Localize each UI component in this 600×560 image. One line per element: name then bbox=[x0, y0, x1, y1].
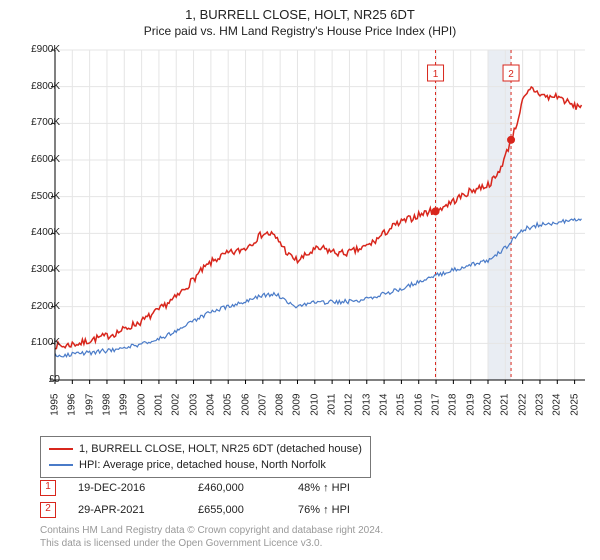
x-tick-label: 2021 bbox=[500, 394, 511, 430]
x-tick-label: 1998 bbox=[101, 394, 112, 430]
chart-subtitle: Price paid vs. HM Land Registry's House … bbox=[0, 24, 600, 40]
svg-text:2: 2 bbox=[508, 69, 514, 80]
marker-badge-1: 1 bbox=[40, 480, 56, 496]
x-tick-label: 2001 bbox=[153, 394, 164, 430]
chart-title: 1, BURRELL CLOSE, HOLT, NR25 6DT bbox=[0, 0, 600, 24]
x-tick-label: 2005 bbox=[223, 394, 234, 430]
legend-swatch-property bbox=[49, 448, 73, 450]
x-tick-label: 2009 bbox=[292, 394, 303, 430]
marker-row-2: 2 29-APR-2021 £655,000 76% ↑ HPI bbox=[40, 502, 560, 518]
x-tick-label: 2014 bbox=[379, 394, 390, 430]
x-tick-label: 2006 bbox=[240, 394, 251, 430]
marker-row-1: 1 19-DEC-2016 £460,000 48% ↑ HPI bbox=[40, 480, 560, 496]
x-tick-label: 2015 bbox=[396, 394, 407, 430]
marker-date-2: 29-APR-2021 bbox=[78, 504, 198, 516]
x-tick-label: 2004 bbox=[205, 394, 216, 430]
legend-item-property: 1, BURRELL CLOSE, HOLT, NR25 6DT (detach… bbox=[49, 441, 362, 457]
y-tick-label: £300K bbox=[10, 264, 60, 275]
legend-swatch-hpi bbox=[49, 464, 73, 466]
x-tick-label: 2010 bbox=[309, 394, 320, 430]
x-tick-label: 2023 bbox=[534, 394, 545, 430]
marker-price-2: £655,000 bbox=[198, 504, 298, 516]
svg-text:1: 1 bbox=[433, 69, 439, 80]
x-tick-label: 2012 bbox=[344, 394, 355, 430]
legend-label-hpi: HPI: Average price, detached house, Nort… bbox=[79, 459, 326, 471]
x-tick-label: 2016 bbox=[413, 394, 424, 430]
legend-item-hpi: HPI: Average price, detached house, Nort… bbox=[49, 457, 362, 473]
marker-hpi-1: 48% ↑ HPI bbox=[298, 482, 350, 494]
footer-line-1: Contains HM Land Registry data © Crown c… bbox=[40, 524, 383, 537]
x-tick-label: 2011 bbox=[327, 394, 338, 430]
x-tick-label: 2022 bbox=[517, 394, 528, 430]
x-tick-label: 1995 bbox=[50, 394, 61, 430]
y-tick-label: £200K bbox=[10, 301, 60, 312]
y-tick-label: £500K bbox=[10, 191, 60, 202]
footer-line-2: This data is licensed under the Open Gov… bbox=[40, 537, 383, 550]
y-tick-label: £600K bbox=[10, 154, 60, 165]
x-tick-label: 2002 bbox=[171, 394, 182, 430]
marker-price-1: £460,000 bbox=[198, 482, 298, 494]
y-tick-label: £900K bbox=[10, 44, 60, 55]
x-tick-label: 2000 bbox=[136, 394, 147, 430]
y-tick-label: £0 bbox=[10, 374, 60, 385]
x-tick-label: 1996 bbox=[67, 394, 78, 430]
x-tick-label: 2017 bbox=[431, 394, 442, 430]
marker-badge-2: 2 bbox=[40, 502, 56, 518]
x-tick-label: 2018 bbox=[448, 394, 459, 430]
y-tick-label: £100K bbox=[10, 337, 60, 348]
y-tick-label: £400K bbox=[10, 227, 60, 238]
x-tick-label: 2008 bbox=[275, 394, 286, 430]
legend-label-property: 1, BURRELL CLOSE, HOLT, NR25 6DT (detach… bbox=[79, 443, 362, 455]
x-tick-label: 2007 bbox=[257, 394, 268, 430]
x-tick-label: 1997 bbox=[84, 394, 95, 430]
y-tick-label: £700K bbox=[10, 117, 60, 128]
x-tick-label: 2003 bbox=[188, 394, 199, 430]
chart-footer: Contains HM Land Registry data © Crown c… bbox=[40, 524, 383, 550]
x-tick-label: 1999 bbox=[119, 394, 130, 430]
chart-legend: 1, BURRELL CLOSE, HOLT, NR25 6DT (detach… bbox=[40, 436, 371, 478]
y-tick-label: £800K bbox=[10, 81, 60, 92]
x-tick-label: 2024 bbox=[552, 394, 563, 430]
chart-plot-area: 12 bbox=[55, 50, 585, 380]
x-tick-label: 2025 bbox=[569, 394, 580, 430]
x-tick-label: 2020 bbox=[483, 394, 494, 430]
marker-annotations: 1 19-DEC-2016 £460,000 48% ↑ HPI 2 29-AP… bbox=[40, 480, 560, 524]
x-tick-label: 2013 bbox=[361, 394, 372, 430]
marker-hpi-2: 76% ↑ HPI bbox=[298, 504, 350, 516]
x-tick-label: 2019 bbox=[465, 394, 476, 430]
marker-date-1: 19-DEC-2016 bbox=[78, 482, 198, 494]
